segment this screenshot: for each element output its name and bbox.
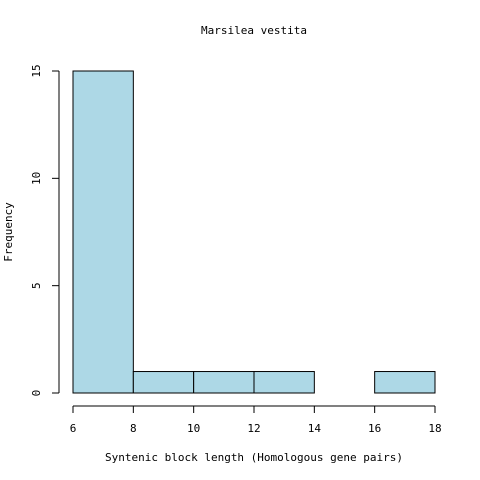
x-axis-label: Syntenic block length (Homologous gene p… [105,451,403,464]
histogram-bar-5 [374,371,436,394]
x-tick-label-3: 12 [247,422,260,435]
x-tick-label-1: 8 [130,422,137,435]
y-tick-label-3: 15 [30,64,43,77]
x-tick-label-5: 16 [368,422,381,435]
y-axis: 0 5 10 15 [30,64,60,397]
x-axis: 6 8 10 12 14 16 18 [70,405,442,435]
x-tick-label-2: 10 [187,422,200,435]
histogram-bar-0 [72,70,134,394]
chart-title: Marsilea vestita [201,24,307,37]
y-axis-label: Frequency [2,202,15,262]
y-tick-label-0: 0 [30,390,43,397]
y-tick-label-1: 5 [30,282,43,289]
x-tick-label-4: 14 [308,422,322,435]
histogram-bar-1 [132,371,195,394]
histogram-bar-2 [193,371,255,394]
x-tick-label-0: 6 [70,422,77,435]
histogram-bar-3 [253,371,315,394]
y-tick-label-2: 10 [30,172,43,185]
x-tick-label-6: 18 [428,422,441,435]
bars-group [72,70,436,394]
